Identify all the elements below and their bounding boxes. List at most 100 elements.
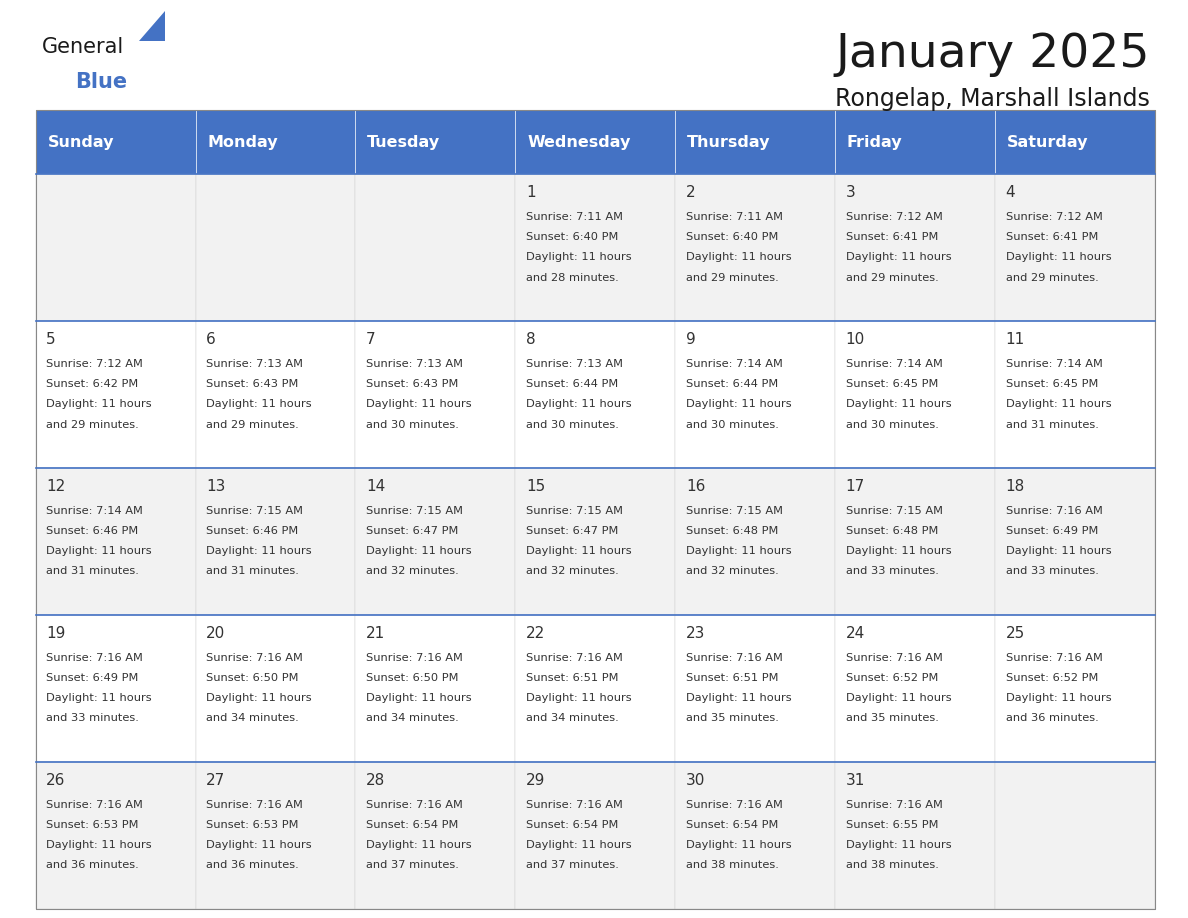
Text: Sunrise: 7:13 AM: Sunrise: 7:13 AM — [366, 359, 463, 369]
Text: Tuesday: Tuesday — [367, 135, 441, 150]
Text: Sunrise: 7:15 AM: Sunrise: 7:15 AM — [207, 506, 303, 516]
Text: Daylight: 11 hours: Daylight: 11 hours — [1005, 546, 1111, 556]
Text: 2: 2 — [685, 185, 695, 200]
Text: Sunday: Sunday — [48, 135, 114, 150]
Text: Sunrise: 7:16 AM: Sunrise: 7:16 AM — [526, 800, 623, 810]
Text: Sunset: 6:44 PM: Sunset: 6:44 PM — [685, 379, 778, 389]
Text: Daylight: 11 hours: Daylight: 11 hours — [685, 840, 791, 850]
Text: Friday: Friday — [847, 135, 903, 150]
Text: Daylight: 11 hours: Daylight: 11 hours — [526, 693, 632, 703]
Text: Sunrise: 7:15 AM: Sunrise: 7:15 AM — [526, 506, 623, 516]
Text: Sunrise: 7:13 AM: Sunrise: 7:13 AM — [526, 359, 623, 369]
Text: Sunset: 6:53 PM: Sunset: 6:53 PM — [46, 820, 139, 830]
Text: Sunrise: 7:15 AM: Sunrise: 7:15 AM — [846, 506, 943, 516]
Text: Sunrise: 7:16 AM: Sunrise: 7:16 AM — [207, 800, 303, 810]
Text: Daylight: 11 hours: Daylight: 11 hours — [366, 840, 472, 850]
Text: Sunset: 6:46 PM: Sunset: 6:46 PM — [207, 526, 298, 536]
Text: Daylight: 11 hours: Daylight: 11 hours — [685, 399, 791, 409]
Text: Daylight: 11 hours: Daylight: 11 hours — [846, 546, 952, 556]
Text: Daylight: 11 hours: Daylight: 11 hours — [685, 693, 791, 703]
Text: Sunset: 6:41 PM: Sunset: 6:41 PM — [1005, 232, 1098, 242]
Text: Daylight: 11 hours: Daylight: 11 hours — [846, 840, 952, 850]
Text: and 38 minutes.: and 38 minutes. — [846, 860, 939, 870]
Text: 29: 29 — [526, 773, 545, 788]
Text: and 33 minutes.: and 33 minutes. — [46, 713, 139, 723]
Text: 7: 7 — [366, 332, 375, 347]
Text: Daylight: 11 hours: Daylight: 11 hours — [526, 252, 632, 263]
Text: Sunset: 6:47 PM: Sunset: 6:47 PM — [526, 526, 618, 536]
Text: Sunset: 6:54 PM: Sunset: 6:54 PM — [366, 820, 459, 830]
Text: 15: 15 — [526, 479, 545, 494]
Text: Sunrise: 7:16 AM: Sunrise: 7:16 AM — [685, 800, 783, 810]
Text: and 30 minutes.: and 30 minutes. — [846, 420, 939, 430]
Text: Sunrise: 7:16 AM: Sunrise: 7:16 AM — [846, 800, 942, 810]
Text: Daylight: 11 hours: Daylight: 11 hours — [207, 693, 311, 703]
Text: and 31 minutes.: and 31 minutes. — [46, 566, 139, 577]
Text: and 30 minutes.: and 30 minutes. — [366, 420, 459, 430]
Text: 1: 1 — [526, 185, 536, 200]
Text: and 29 minutes.: and 29 minutes. — [46, 420, 139, 430]
Text: Sunrise: 7:15 AM: Sunrise: 7:15 AM — [366, 506, 463, 516]
Text: Sunset: 6:54 PM: Sunset: 6:54 PM — [685, 820, 778, 830]
Text: Daylight: 11 hours: Daylight: 11 hours — [846, 399, 952, 409]
Text: Monday: Monday — [208, 135, 278, 150]
Text: Sunset: 6:54 PM: Sunset: 6:54 PM — [526, 820, 618, 830]
Text: 8: 8 — [526, 332, 536, 347]
Text: Sunset: 6:52 PM: Sunset: 6:52 PM — [846, 673, 939, 683]
Text: Sunset: 6:47 PM: Sunset: 6:47 PM — [366, 526, 459, 536]
Text: and 38 minutes.: and 38 minutes. — [685, 860, 778, 870]
Text: and 36 minutes.: and 36 minutes. — [46, 860, 139, 870]
Text: Sunrise: 7:16 AM: Sunrise: 7:16 AM — [685, 653, 783, 663]
Text: Sunrise: 7:13 AM: Sunrise: 7:13 AM — [207, 359, 303, 369]
Text: 19: 19 — [46, 626, 65, 641]
Text: Sunset: 6:41 PM: Sunset: 6:41 PM — [846, 232, 939, 242]
Text: 27: 27 — [207, 773, 226, 788]
Text: and 35 minutes.: and 35 minutes. — [846, 713, 939, 723]
Text: Sunrise: 7:12 AM: Sunrise: 7:12 AM — [846, 212, 942, 222]
Text: Sunset: 6:50 PM: Sunset: 6:50 PM — [366, 673, 459, 683]
Text: Sunrise: 7:16 AM: Sunrise: 7:16 AM — [207, 653, 303, 663]
Text: 5: 5 — [46, 332, 56, 347]
Text: Sunset: 6:53 PM: Sunset: 6:53 PM — [207, 820, 298, 830]
Text: Daylight: 11 hours: Daylight: 11 hours — [207, 546, 311, 556]
Text: Saturday: Saturday — [1006, 135, 1088, 150]
Text: and 32 minutes.: and 32 minutes. — [526, 566, 619, 577]
Text: 23: 23 — [685, 626, 706, 641]
Text: Blue: Blue — [75, 72, 127, 92]
Text: 26: 26 — [46, 773, 65, 788]
Text: and 32 minutes.: and 32 minutes. — [366, 566, 459, 577]
Text: 22: 22 — [526, 626, 545, 641]
Text: Daylight: 11 hours: Daylight: 11 hours — [366, 693, 472, 703]
Text: Daylight: 11 hours: Daylight: 11 hours — [46, 840, 152, 850]
Text: Sunset: 6:46 PM: Sunset: 6:46 PM — [46, 526, 139, 536]
Text: 17: 17 — [846, 479, 865, 494]
Text: Daylight: 11 hours: Daylight: 11 hours — [685, 546, 791, 556]
Text: 10: 10 — [846, 332, 865, 347]
Text: Sunset: 6:51 PM: Sunset: 6:51 PM — [526, 673, 619, 683]
Text: and 36 minutes.: and 36 minutes. — [1005, 713, 1099, 723]
Text: Sunrise: 7:16 AM: Sunrise: 7:16 AM — [1005, 653, 1102, 663]
Text: 14: 14 — [366, 479, 385, 494]
Text: Sunrise: 7:14 AM: Sunrise: 7:14 AM — [685, 359, 783, 369]
Text: Sunset: 6:45 PM: Sunset: 6:45 PM — [846, 379, 939, 389]
Text: Daylight: 11 hours: Daylight: 11 hours — [46, 399, 152, 409]
Text: 24: 24 — [846, 626, 865, 641]
Text: and 35 minutes.: and 35 minutes. — [685, 713, 778, 723]
Text: and 29 minutes.: and 29 minutes. — [685, 273, 778, 283]
Text: Sunset: 6:40 PM: Sunset: 6:40 PM — [526, 232, 618, 242]
Text: 4: 4 — [1005, 185, 1016, 200]
Text: and 32 minutes.: and 32 minutes. — [685, 566, 778, 577]
Text: and 34 minutes.: and 34 minutes. — [366, 713, 459, 723]
Text: Daylight: 11 hours: Daylight: 11 hours — [366, 399, 472, 409]
Text: 6: 6 — [207, 332, 216, 347]
Text: Sunrise: 7:16 AM: Sunrise: 7:16 AM — [46, 653, 144, 663]
Text: Sunset: 6:50 PM: Sunset: 6:50 PM — [207, 673, 298, 683]
Text: and 31 minutes.: and 31 minutes. — [1005, 420, 1099, 430]
Text: Sunrise: 7:16 AM: Sunrise: 7:16 AM — [526, 653, 623, 663]
Text: and 33 minutes.: and 33 minutes. — [1005, 566, 1099, 577]
Text: Sunrise: 7:11 AM: Sunrise: 7:11 AM — [685, 212, 783, 222]
Text: Sunset: 6:49 PM: Sunset: 6:49 PM — [46, 673, 139, 683]
Text: General: General — [42, 37, 124, 57]
Text: Sunrise: 7:12 AM: Sunrise: 7:12 AM — [46, 359, 144, 369]
Text: Sunrise: 7:15 AM: Sunrise: 7:15 AM — [685, 506, 783, 516]
